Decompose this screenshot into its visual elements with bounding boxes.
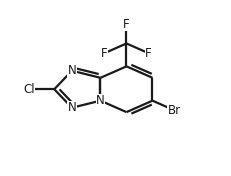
Text: N: N [67,101,76,114]
Text: Br: Br [168,104,181,117]
Text: F: F [123,18,130,30]
Text: F: F [145,47,152,60]
Text: F: F [101,47,108,60]
Text: Cl: Cl [23,83,35,96]
Text: N: N [96,94,105,107]
Text: N: N [67,64,76,77]
